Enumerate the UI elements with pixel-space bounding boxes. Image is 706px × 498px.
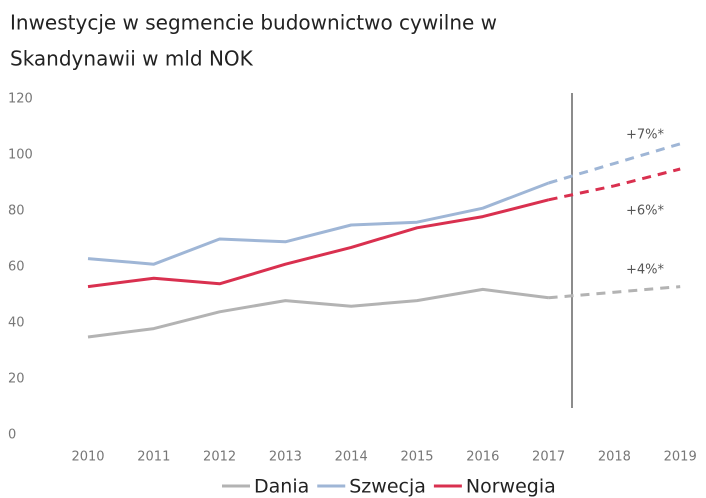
x-tick-label: 2014 [335,450,368,465]
chart-title: Skandynawii w mld NOK [10,47,254,71]
series-line [548,142,681,185]
y-tick-label: 0 [8,428,16,443]
y-tick-label: 120 [8,92,33,107]
x-tick-label: 2016 [466,450,499,465]
x-tick-label: 2018 [598,450,631,465]
series-line [87,287,549,339]
y-tick-label: 20 [8,372,25,387]
y-tick-label: 100 [8,148,33,163]
x-tick-label: 2011 [137,450,170,465]
y-tick-label: 40 [8,316,25,331]
legend-label: Norwegia [466,476,556,498]
legend-label: Szwecja [349,476,426,498]
series-line [548,167,681,202]
y-tick-label: 60 [8,260,25,275]
x-tick-label: 2010 [71,450,104,465]
series-line [87,181,550,266]
x-tick-label: 2017 [532,450,565,465]
series-line [87,198,549,289]
annotation: +4%* [626,263,665,278]
annotation: +6%* [626,204,665,219]
x-tick-label: 2012 [203,450,236,465]
chart-title: Inwestycje w segmencie budownictwo cywil… [10,11,497,35]
x-tick-label: 2013 [269,450,302,465]
y-tick-label: 80 [8,204,25,219]
series-line [548,285,681,300]
x-tick-label: 2019 [664,450,697,465]
annotation: +7%* [626,128,665,143]
legend-label: Dania [254,476,309,498]
x-tick-label: 2015 [400,450,433,465]
